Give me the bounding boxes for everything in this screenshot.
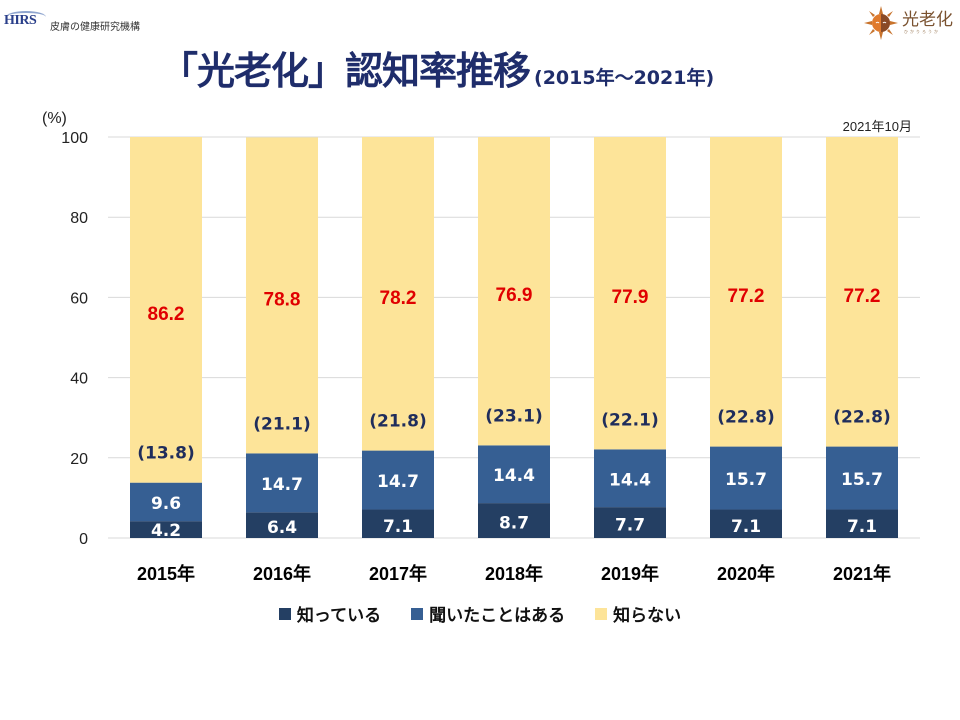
legend-swatch-know <box>278 607 291 620</box>
legend-item-unknown: 知らない <box>595 601 681 626</box>
legend-item-know: 知っている <box>278 601 382 626</box>
title-main: 「光老化」認知率推移 <box>160 49 531 93</box>
y-tick-label: 40 <box>70 371 88 388</box>
data-label-unknown: 78.8 <box>264 289 301 310</box>
bar-segment-heard <box>362 450 434 510</box>
bar-segment-unknown <box>246 137 318 454</box>
bar-segment-unknown <box>130 137 202 483</box>
page-title: 「光老化」認知率推移 (2015年～2021年) <box>160 40 714 95</box>
data-label-awareness-total: (22.8) <box>717 408 774 428</box>
x-tick-label: 2019年 <box>601 563 659 584</box>
x-tick-label: 2021年 <box>833 563 891 584</box>
bar-segment-unknown <box>478 137 550 446</box>
bar-segment-unknown <box>826 137 898 447</box>
data-label-unknown: 77.9 <box>612 287 649 308</box>
y-tick-label: 80 <box>70 210 88 227</box>
bar-segment-know <box>130 521 202 538</box>
x-tick-label: 2016年 <box>253 563 311 584</box>
data-label-unknown: 86.2 <box>148 304 185 325</box>
data-label-know: 7.7 <box>615 516 645 536</box>
y-tick-label: 100 <box>61 130 88 147</box>
legend-label-heard: 聞いたことはある <box>429 606 566 626</box>
data-label-heard: 9.6 <box>151 494 181 514</box>
bar-segment-heard <box>594 449 666 508</box>
data-label-awareness-total: (22.1) <box>601 410 658 430</box>
data-label-heard: 14.4 <box>493 466 535 486</box>
bar-segment-heard <box>826 446 898 510</box>
bar-segment-know <box>826 509 898 538</box>
logo-subtext: ひかりろうか <box>904 29 940 34</box>
bar-segment-know <box>246 512 318 538</box>
data-label-know: 7.1 <box>383 517 413 537</box>
bar-segment-heard <box>478 445 550 504</box>
legend-item-heard: 聞いたことはある <box>411 601 565 626</box>
data-label-unknown: 78.2 <box>380 288 417 309</box>
data-label-know: 8.7 <box>499 514 529 534</box>
x-tick-label: 2020年 <box>717 563 775 584</box>
bar-segment-know <box>594 507 666 538</box>
data-label-know: 7.1 <box>847 517 877 537</box>
hirs-logo: HIRS 皮膚の健康研究機構 <box>2 10 140 40</box>
bar-segment-unknown <box>594 137 666 450</box>
y-tick-label: 60 <box>70 290 88 307</box>
bar-segment-unknown <box>362 137 434 451</box>
data-label-awareness-total: (22.8) <box>833 408 890 428</box>
data-label-unknown: 77.2 <box>844 286 881 307</box>
x-tick-label: 2018年 <box>485 563 543 584</box>
hikari-roka-logo: 光老化 ひかりろうか <box>864 6 953 40</box>
data-label-know: 6.4 <box>267 518 297 538</box>
bar-segment-heard <box>130 482 202 522</box>
hirs-logo-icon: HIRS <box>2 11 46 39</box>
bar-segment-know <box>710 509 782 538</box>
bar-segment-know <box>478 503 550 538</box>
data-label-unknown: 77.2 <box>728 286 765 307</box>
legend-swatch-unknown <box>595 607 608 620</box>
data-label-heard: 15.7 <box>841 470 883 490</box>
y-axis-unit-label: (%) <box>42 110 67 127</box>
organization-name: 皮膚の健康研究機構 <box>50 21 140 33</box>
data-label-heard: 15.7 <box>725 470 767 490</box>
legend-label-unknown: 知らない <box>613 606 682 626</box>
data-label-heard: 14.7 <box>261 475 303 495</box>
data-label-awareness-total: (21.1) <box>253 414 310 434</box>
bar-segment-unknown <box>710 137 782 447</box>
data-label-heard: 14.7 <box>377 472 419 492</box>
data-label-awareness-total: (21.8) <box>369 412 426 432</box>
logo-name: 光老化 <box>902 10 953 30</box>
hirs-abbr: HIRS <box>4 13 37 28</box>
title-subtitle: (2015年～2021年) <box>534 67 715 89</box>
survey-date-note: 2021年10月 <box>842 119 912 134</box>
chart-legend: 知っている 聞いたことはある 知らない <box>0 601 960 626</box>
data-label-know: 4.2 <box>151 521 181 541</box>
data-label-awareness-total: (23.1) <box>485 406 542 426</box>
legend-label-know: 知っている <box>296 606 382 626</box>
data-label-know: 7.1 <box>731 517 761 537</box>
data-label-heard: 14.4 <box>609 470 651 490</box>
legend-swatch-heard <box>411 607 424 620</box>
bar-segment-know <box>362 509 434 538</box>
x-tick-label: 2017年 <box>369 563 427 584</box>
y-tick-label: 0 <box>79 531 88 548</box>
data-label-unknown: 76.9 <box>496 285 533 306</box>
y-tick-label: 20 <box>70 451 88 468</box>
x-tick-label: 2015年 <box>137 563 195 584</box>
bar-segment-heard <box>710 446 782 510</box>
sun-face-icon <box>864 6 898 40</box>
bar-segment-heard <box>246 453 318 513</box>
data-label-awareness-total: (13.8) <box>137 444 194 464</box>
